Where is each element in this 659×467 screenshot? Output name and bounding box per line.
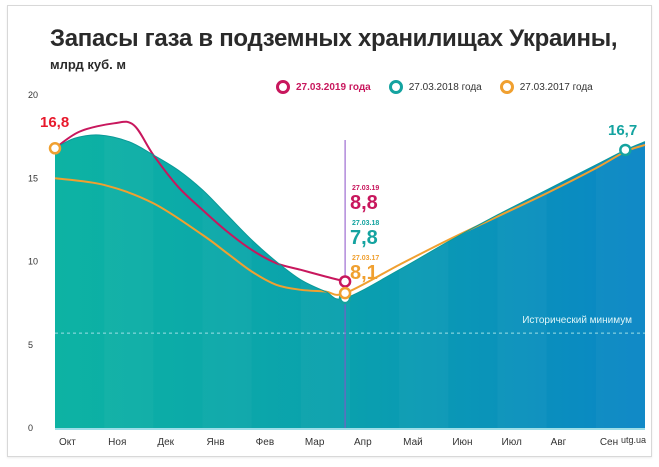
annotation-value: 8,8 bbox=[350, 192, 378, 214]
legend-label: 27.03.2018 года bbox=[408, 81, 482, 93]
ring-icon bbox=[388, 80, 403, 94]
y-tick-label: 15 bbox=[28, 173, 38, 183]
y-tick-label: 10 bbox=[28, 257, 38, 267]
start-value-label: 16,8 bbox=[40, 114, 69, 131]
month-band bbox=[203, 95, 252, 428]
marker-2019 bbox=[338, 275, 352, 288]
legend-label: 27.03.2017 года bbox=[519, 81, 593, 93]
area-2018 bbox=[55, 134, 645, 429]
month-band bbox=[498, 95, 547, 428]
x-tick-label-6: Апр bbox=[354, 437, 372, 448]
x-tick-label-2: Дек bbox=[157, 437, 174, 448]
line-2018 bbox=[54, 134, 646, 300]
marker-start bbox=[48, 142, 62, 155]
annotation-date: 27.03.19 bbox=[352, 185, 379, 192]
legend-label: 27.03.2019 года bbox=[296, 81, 371, 93]
marker-end bbox=[619, 143, 632, 157]
legend-item-2018: 27.03.2018 года bbox=[388, 80, 482, 94]
x-tick-label-11: Сен bbox=[600, 437, 618, 448]
legend: 27.03.2019 года 27.03.2018 года 27.03.20… bbox=[276, 80, 593, 94]
x-tick-label-5: Мар bbox=[305, 437, 325, 448]
y-tick-label: 0 bbox=[28, 423, 33, 433]
x-tick-label-7: Май bbox=[403, 437, 423, 448]
x-tick-label-10: Авг bbox=[551, 437, 567, 448]
annotation-value: 8,1 bbox=[350, 262, 378, 284]
x-tick-label-3: Янв bbox=[207, 437, 225, 448]
x-tick-label-0: Окт bbox=[59, 437, 76, 448]
annotation-date: 27.03.18 bbox=[352, 220, 379, 227]
legend-item-2019: 27.03.2019 года bbox=[276, 80, 371, 94]
x-tick-label-4: Фев bbox=[256, 437, 274, 448]
marker-2017 bbox=[338, 286, 352, 300]
x-tick-label-1: Ноя bbox=[108, 437, 126, 448]
historical-minimum-label: Исторический минимум bbox=[522, 315, 632, 326]
month-band bbox=[301, 95, 350, 428]
line-2019 bbox=[54, 120, 346, 283]
ring-icon bbox=[499, 80, 514, 94]
ring-icon bbox=[276, 80, 290, 94]
x-tick-label-9: Июл bbox=[502, 437, 522, 448]
chart-title: Запасы газа в подземных хранилищах Украи… bbox=[50, 25, 618, 52]
source-label: utg.ua bbox=[621, 435, 646, 445]
legend-item-2017: 27.03.2017 года bbox=[499, 80, 593, 94]
x-tick-label-8: Июн bbox=[452, 437, 472, 448]
annotation-date: 27.03.17 bbox=[352, 255, 379, 262]
end-value-label: 16,7 bbox=[608, 122, 637, 139]
annotation-value: 7,8 bbox=[350, 227, 378, 249]
chart-subtitle: млрд куб. м bbox=[50, 57, 126, 72]
y-tick-label: 5 bbox=[28, 340, 33, 350]
y-tick-label: 20 bbox=[28, 90, 38, 100]
